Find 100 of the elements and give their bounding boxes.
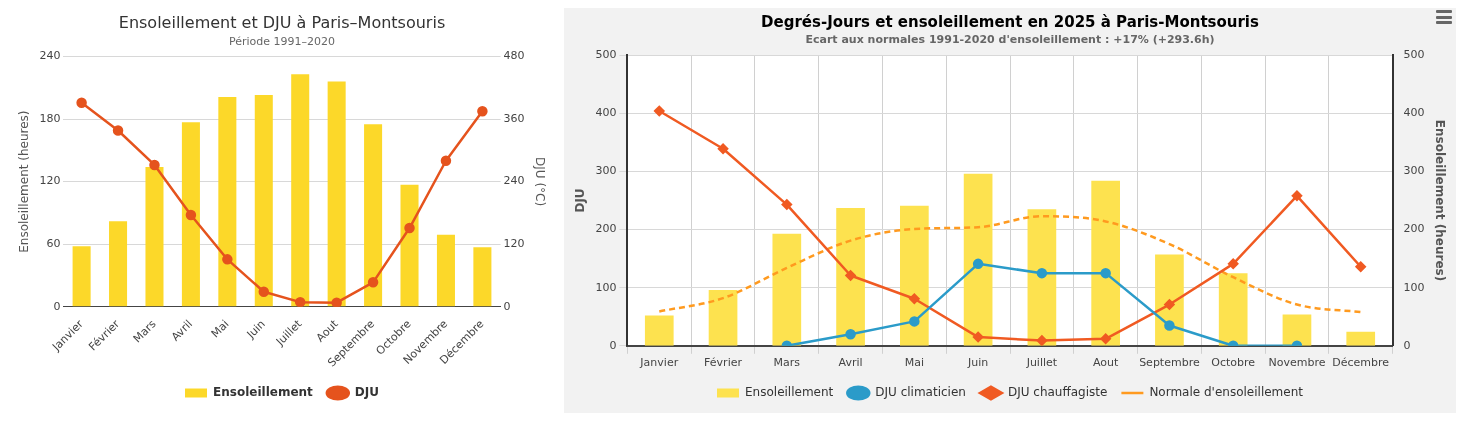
bar (644, 315, 674, 346)
chart-title: Ensoleillement et DJU à Paris–Montsouris (118, 12, 446, 32)
point (1291, 190, 1303, 202)
point (909, 316, 920, 327)
point (258, 286, 270, 297)
y2-tick-label: 0 (1403, 338, 1411, 352)
y-tick-label: 60 (46, 237, 61, 251)
point (1100, 267, 1111, 279)
bar (1282, 314, 1312, 346)
chart-subtitle: Période 1991–2020 (228, 34, 336, 48)
bar (436, 234, 455, 307)
bar (72, 246, 91, 307)
point (845, 328, 856, 340)
x-tick-label: Novembre (1268, 356, 1326, 370)
x-tick-label: Aout (1092, 356, 1119, 370)
point (222, 254, 233, 265)
y2-tick-label: 200 (1403, 222, 1425, 236)
y-tick-label: 240 (39, 49, 61, 63)
point (185, 209, 197, 221)
line-series (658, 214, 1362, 314)
y2-tick-label: 360 (503, 111, 525, 125)
legend-label: Normale d'ensoleillement (1149, 385, 1304, 400)
point (112, 125, 124, 136)
bar (1091, 180, 1120, 346)
bar (181, 122, 200, 307)
point (331, 297, 342, 307)
point (654, 105, 665, 117)
y-tick-label: 180 (39, 111, 61, 125)
legend-label: Ensoleillement (745, 385, 834, 400)
point (972, 331, 984, 343)
y-tick-label: 0 (609, 338, 617, 352)
bar (291, 74, 310, 307)
point (367, 277, 379, 288)
legend-label: DJU climaticien (875, 385, 966, 400)
bar (400, 184, 419, 307)
y2-tick-label: 120 (503, 237, 525, 251)
y-tick-label: 300 (595, 164, 617, 178)
bar (1218, 273, 1248, 346)
y-axis-title: DJU (573, 188, 588, 213)
y2-tick-label: 300 (1403, 164, 1425, 178)
x-tick-label: Mai (904, 356, 924, 370)
x-tick-label: Octobre (1211, 356, 1256, 370)
x-tick-label: Mars (773, 356, 801, 370)
point (477, 105, 488, 117)
bar (145, 167, 164, 307)
y-tick-label: 120 (39, 174, 61, 188)
bar (963, 173, 993, 346)
point (149, 159, 160, 171)
chart-subtitle: Ecart aux normales 1991-2020 d'ensoleillement : +17% (+293.6h) (805, 33, 1215, 47)
x-tick-label: Avril (838, 356, 863, 370)
y-tick-label: 200 (595, 222, 617, 236)
x-tick-label: Juin (966, 356, 989, 370)
point (76, 97, 87, 109)
legend-label: Ensoleillement (213, 385, 314, 400)
bar (364, 124, 383, 307)
point (294, 296, 306, 307)
point (404, 222, 415, 234)
bar (708, 290, 738, 346)
point (1355, 261, 1366, 273)
bar (327, 81, 346, 307)
y2-tick-label: 240 (503, 174, 525, 188)
y-tick-label: 400 (595, 106, 617, 120)
legend-label: DJU chauffagiste (1007, 385, 1108, 400)
point (972, 258, 984, 270)
x-tick-label: Septembre (1139, 356, 1200, 370)
y2-tick-label: 0 (503, 299, 511, 313)
point (845, 270, 856, 281)
bar (254, 95, 273, 307)
point (1100, 333, 1111, 345)
point (717, 143, 729, 155)
point (909, 293, 920, 304)
x-tick-label: Juillet (1025, 356, 1058, 370)
y-tick-label: 500 (595, 48, 617, 62)
bar (473, 247, 492, 307)
x-tick-label: Janvier (639, 356, 679, 370)
y2-axis-title: Ensoleillement (heures) (1432, 119, 1447, 282)
bar (109, 221, 128, 307)
bar (900, 205, 929, 346)
point (1227, 258, 1239, 270)
bar (836, 208, 865, 346)
legend-label: DJU (354, 385, 379, 400)
point (1036, 267, 1048, 279)
bar (772, 233, 802, 346)
y2-tick-label: 400 (1403, 106, 1425, 120)
x-tick-label: Février (704, 356, 743, 370)
y2-axis-title: DJU (°C) (532, 157, 547, 207)
point (1164, 320, 1175, 331)
bar (1027, 209, 1057, 346)
bar (218, 97, 237, 307)
y-tick-label: 0 (53, 299, 61, 313)
y2-tick-label: 500 (1403, 48, 1425, 62)
y2-tick-label: 100 (1403, 280, 1425, 294)
chart-title: Degrés-Jours et ensoleillement en 2025 à Paris-Montsouris (761, 12, 1260, 31)
y-axis-title: Ensoleillement (heures) (17, 110, 32, 253)
point (781, 199, 793, 210)
point (1164, 299, 1175, 310)
x-tick-label: Décembre (1332, 356, 1390, 370)
point (440, 155, 452, 166)
point (1036, 335, 1048, 346)
y2-tick-label: 480 (503, 49, 525, 63)
